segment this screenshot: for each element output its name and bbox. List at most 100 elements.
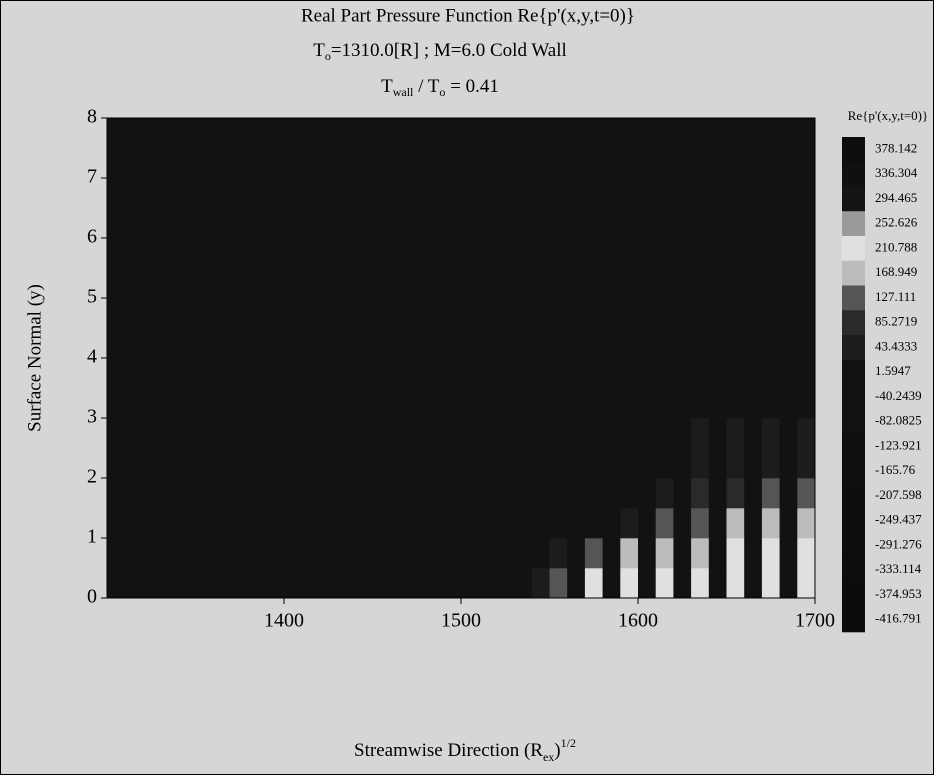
colorbar-band — [842, 211, 865, 237]
colorbar-band — [842, 310, 865, 336]
contour-cell — [248, 418, 267, 479]
contour-cell — [797, 358, 816, 419]
contour-cell — [638, 418, 656, 479]
contour-cell — [390, 358, 409, 419]
contour-cell — [160, 508, 179, 539]
contour-cell — [372, 358, 391, 419]
contour-cell — [584, 478, 603, 509]
contour-cell — [602, 418, 621, 479]
contour-cell — [425, 298, 444, 359]
contour-cell — [638, 298, 656, 359]
contour-cell — [602, 178, 621, 239]
colorbar-band — [842, 557, 865, 583]
contour-cell — [779, 118, 798, 179]
x-tick-label: 1700 — [795, 610, 835, 632]
colorbar-band — [842, 186, 865, 212]
contour-cell — [638, 178, 656, 239]
contour-cell — [673, 238, 692, 299]
contour-cell — [213, 358, 232, 419]
contour-cell — [354, 118, 373, 179]
contour-cell — [744, 178, 763, 239]
contour-cell — [673, 538, 692, 569]
contour-cell — [655, 508, 674, 539]
contour-cell — [425, 238, 444, 299]
contour-cell — [195, 358, 214, 419]
contour-cell — [708, 298, 727, 359]
contour-cell — [337, 418, 356, 479]
contour-cell — [195, 178, 214, 239]
subtitle-part: T — [381, 76, 393, 97]
contour-cell — [708, 358, 727, 419]
colorbar-label: -374.953 — [875, 586, 922, 601]
contour-cell — [425, 478, 444, 509]
contour-cell — [620, 238, 639, 299]
colorbar-band — [842, 384, 865, 410]
contour-cell — [496, 478, 515, 509]
contour-cell — [584, 508, 603, 539]
contour-cell — [602, 238, 621, 299]
contour-cell — [549, 538, 568, 569]
contour-cell — [638, 508, 656, 539]
contour-cell — [549, 118, 568, 179]
contour-cell — [390, 118, 409, 179]
contour-cell — [744, 538, 763, 569]
contour-cell — [602, 538, 621, 569]
contour-cell — [478, 178, 497, 239]
contour-cell — [761, 568, 780, 599]
contour-cell — [407, 418, 426, 479]
contour-cell — [284, 538, 302, 569]
contour-cell — [354, 568, 373, 599]
colorbar-label: -165.76 — [875, 462, 916, 477]
contour-cell — [319, 478, 338, 509]
contour-cell — [195, 568, 214, 599]
contour-cell — [531, 508, 550, 539]
contour-cell — [213, 238, 232, 299]
contour-cell — [567, 508, 586, 539]
contour-cell — [230, 358, 249, 419]
contour-cell — [337, 568, 356, 599]
colorbar-label: -333.114 — [875, 561, 922, 576]
contour-cell — [655, 538, 674, 569]
contour-cell — [337, 238, 356, 299]
contour-cell — [443, 118, 462, 179]
contour-cell — [107, 118, 125, 179]
subtitle-sub: o — [325, 49, 331, 63]
contour-cell — [284, 508, 302, 539]
contour-cell — [266, 238, 285, 299]
contour-cell — [584, 178, 603, 239]
y-tick-label: 4 — [87, 346, 97, 368]
contour-cell — [514, 298, 533, 359]
contour-cell — [744, 118, 763, 179]
colorbar-label: 294.465 — [875, 190, 917, 205]
contour-cell — [407, 358, 426, 419]
contour-cell — [531, 418, 550, 479]
plot-border — [106, 117, 816, 599]
contour-cell — [213, 538, 232, 569]
contour-cell — [266, 358, 285, 419]
contour-cell — [620, 358, 639, 419]
contour-cell — [266, 418, 285, 479]
contour-cell — [708, 508, 727, 539]
contour-cell — [142, 358, 161, 419]
contour-cell — [230, 568, 249, 599]
contour-cell — [461, 478, 479, 509]
colorbar-label: -291.276 — [875, 536, 922, 551]
contour-cell — [620, 118, 639, 179]
contour-cell — [142, 298, 161, 359]
contour-cell — [779, 418, 798, 479]
contour-cell — [248, 178, 267, 239]
contour-cell — [195, 538, 214, 569]
contour-cell — [514, 238, 533, 299]
contour-cell — [531, 478, 550, 509]
contour-cell — [425, 358, 444, 419]
colorbar-band — [842, 335, 865, 361]
contour-cell — [461, 358, 479, 419]
contour-cell — [797, 568, 816, 599]
contour-cell — [761, 538, 780, 569]
contour-cell — [673, 178, 692, 239]
contour-cell — [425, 178, 444, 239]
colorbar-label: -123.921 — [875, 437, 922, 452]
subtitle-sub: wall — [393, 85, 414, 99]
contour-cell — [514, 418, 533, 479]
contour-cell — [284, 298, 302, 359]
